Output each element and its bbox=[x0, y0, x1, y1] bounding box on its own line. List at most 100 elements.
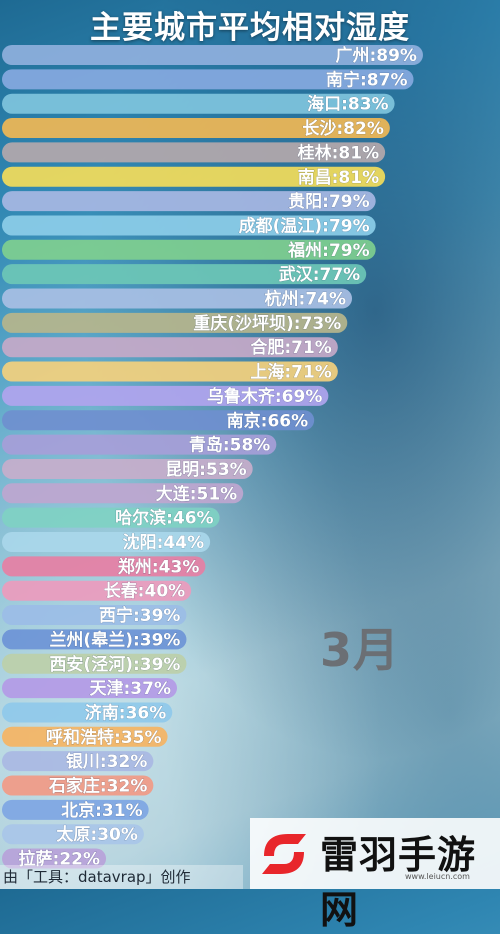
bar bbox=[2, 264, 367, 285]
bar bbox=[2, 312, 348, 333]
bar-label: 拉萨:22% bbox=[19, 849, 101, 870]
bar-group: 济南:36% bbox=[2, 702, 173, 724]
bar bbox=[2, 483, 244, 504]
bar-label: 南宁:87% bbox=[326, 69, 408, 90]
bar-group: 青岛:58% bbox=[2, 434, 277, 456]
bar-group: 昆明:53% bbox=[2, 458, 253, 480]
bar bbox=[2, 824, 144, 845]
bar-label: 桂林:81% bbox=[297, 142, 380, 163]
bar-group: 太原:30% bbox=[2, 824, 144, 846]
bar-group: 银川:32% bbox=[2, 751, 154, 772]
bar-label: 太原:30% bbox=[56, 824, 138, 845]
bar-group: 长沙:82% bbox=[2, 118, 390, 139]
watermark: 雷羽手游网 www.leiucn.com bbox=[250, 818, 500, 932]
bar-group: 南昌:81% bbox=[2, 166, 386, 188]
bar-group: 武汉:77% bbox=[2, 264, 367, 285]
bar bbox=[2, 93, 395, 114]
bar-label: 呼和浩特:35% bbox=[46, 727, 162, 748]
bar-group: 贵阳:79% bbox=[2, 191, 376, 212]
bar bbox=[2, 118, 390, 139]
bar bbox=[2, 702, 173, 723]
bar bbox=[2, 45, 423, 65]
bar-label: 银川:32% bbox=[66, 751, 148, 772]
bar-group: 石家庄:32% bbox=[2, 775, 154, 797]
bar-label: 重庆(沙坪坝):73% bbox=[193, 313, 341, 334]
chart-title: 主要城市平均相对湿度 bbox=[90, 10, 410, 46]
bar bbox=[2, 337, 338, 358]
bar-group: 北京:31% bbox=[2, 800, 149, 821]
bar bbox=[2, 191, 376, 212]
bar bbox=[2, 215, 376, 236]
bar-group: 兰州(皋兰):39% bbox=[2, 629, 187, 651]
bar-label: 济南:36% bbox=[85, 702, 167, 723]
bar bbox=[2, 142, 386, 163]
bar-label: 青岛:58% bbox=[189, 435, 271, 456]
bar bbox=[2, 751, 154, 772]
bar-group: 杭州:74% bbox=[2, 288, 353, 310]
bar-label: 石家庄:32% bbox=[48, 776, 148, 797]
bar-label: 南昌:81% bbox=[298, 167, 380, 188]
bar-label: 天津:37% bbox=[90, 678, 172, 699]
bar-group: 上海:71% bbox=[2, 361, 338, 383]
bar-group: 郑州:43% bbox=[2, 556, 206, 578]
bar-group: 海口:83% bbox=[2, 93, 395, 115]
bar bbox=[2, 361, 338, 382]
bar bbox=[2, 678, 178, 699]
bar bbox=[2, 385, 329, 406]
bar-group: 西安(泾河):39% bbox=[2, 653, 187, 675]
bar-group: 哈尔滨:46% bbox=[2, 507, 220, 529]
bar bbox=[2, 458, 253, 479]
bar bbox=[2, 605, 187, 626]
bar-group: 拉萨:22% bbox=[2, 848, 107, 870]
bar bbox=[2, 532, 211, 552]
bar bbox=[2, 799, 149, 820]
bar-label: 广州:89% bbox=[335, 45, 417, 66]
bar bbox=[2, 288, 353, 309]
bar-label: 沈阳:44% bbox=[123, 532, 205, 553]
bar-group: 成都(温江):79% bbox=[2, 215, 376, 237]
bar bbox=[2, 580, 192, 601]
month-label: 3月 bbox=[320, 623, 401, 677]
bar-group: 天津:37% bbox=[2, 678, 178, 699]
bar-label: 福州:79% bbox=[287, 240, 370, 261]
bar-group: 合肥:71% bbox=[2, 337, 338, 359]
bar-group: 大连:51% bbox=[2, 483, 244, 505]
credit-footer: 由「工具：datavrap」创作 bbox=[0, 865, 243, 889]
humidity-bar-chart: 广州:89% 南宁:87% 海口:83% 长沙:82% 桂林:81% 南昌:81% 贵阳:7… bbox=[2, 45, 423, 870]
bar-label: 南京:66% bbox=[227, 410, 309, 431]
bar-group: 呼和浩特:35% bbox=[2, 726, 168, 748]
bar bbox=[2, 166, 386, 187]
bar bbox=[2, 629, 187, 650]
site-logo-icon bbox=[262, 834, 306, 874]
bar-label: 郑州:43% bbox=[118, 556, 200, 577]
bar-label: 兰州(皋兰):39% bbox=[49, 629, 180, 650]
bar bbox=[2, 507, 220, 528]
bar-label: 武汉:77% bbox=[279, 264, 361, 285]
bar bbox=[2, 69, 414, 90]
bar-label: 昆明:53% bbox=[165, 460, 247, 480]
bar-label: 哈尔滨:46% bbox=[115, 508, 214, 529]
bar-label: 贵阳:79% bbox=[288, 191, 370, 212]
bar-label: 北京:31% bbox=[61, 800, 143, 821]
bar-group: 南京:66% bbox=[2, 410, 315, 432]
bar-group: 乌鲁木齐:69% bbox=[2, 385, 329, 407]
bar bbox=[2, 434, 277, 455]
bar bbox=[2, 726, 168, 747]
bar-label: 长春:40% bbox=[104, 581, 186, 602]
watermark-url: www.leiucn.com bbox=[405, 872, 470, 881]
bar-group: 桂林:81% bbox=[2, 142, 386, 164]
bar bbox=[2, 556, 206, 577]
bar-group: 广州:89% bbox=[2, 45, 423, 66]
bar-label: 长沙:82% bbox=[302, 118, 384, 139]
bar-label: 成都(温江):79% bbox=[239, 215, 370, 236]
bar bbox=[2, 653, 187, 674]
bar-group: 重庆(沙坪坝):73% bbox=[2, 312, 348, 334]
bar bbox=[2, 410, 315, 431]
bar-label: 西安(泾河):39% bbox=[49, 654, 180, 675]
bar bbox=[2, 775, 154, 796]
bar bbox=[2, 239, 376, 260]
bar-group: 福州:79% bbox=[2, 240, 376, 261]
bar-group: 沈阳:44% bbox=[2, 532, 211, 553]
bar-label: 杭州:74% bbox=[265, 289, 347, 310]
bar bbox=[2, 848, 107, 869]
